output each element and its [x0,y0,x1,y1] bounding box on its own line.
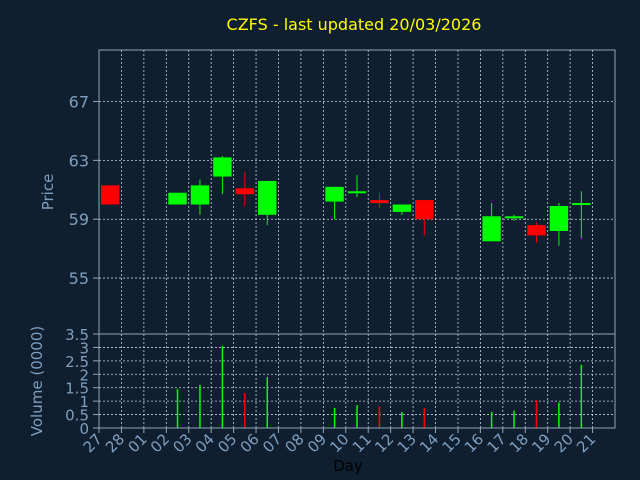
candle [190,179,210,215]
volume-grid [99,334,615,428]
candle [482,203,501,242]
volume-tick-label: 1.5 [65,380,89,398]
candle [504,214,524,221]
volume-bar [580,364,583,428]
candle-body [549,205,569,231]
volume-bar [199,385,201,428]
candle-body [504,216,524,219]
volume-bar [333,407,336,428]
candle-body [572,203,591,206]
candle-body [415,200,434,220]
candle [168,192,187,205]
candle [572,191,591,239]
x-tick-label: 21 [573,430,599,456]
volume-tick-label: 2 [79,366,89,384]
candle [258,180,277,226]
x-ticks: 2728010203040506070809101112131415161718… [80,428,599,456]
volume-bar [221,346,224,428]
candle [325,186,344,220]
candle-body [347,191,367,194]
candle-body [213,157,232,177]
volume-bar [176,389,179,428]
x-axis-label: Day [333,457,363,475]
volume-tick-label: 0 [79,420,89,438]
volume-bar [356,405,358,428]
volume-bar [401,411,403,428]
candle [213,155,232,195]
volume-bar [535,399,538,428]
price-tick-label: 63 [69,151,89,170]
volume-axis-label: Volume (0000) [28,326,46,436]
chart-title: CZFS - last updated 20/03/2026 [227,15,482,34]
price-y-ticks: 55 59 63 67 [69,93,99,288]
candle-body [392,204,412,212]
price-tick-label: 55 [69,269,89,288]
candle-body [325,186,344,202]
candle-body [482,216,501,242]
candle-body [101,185,120,205]
volume-tick-label: 3 [79,339,89,357]
volume-bars [176,346,583,428]
volume-bar [378,406,381,428]
candle [347,175,367,198]
price-grid [99,50,615,334]
candles [101,155,591,246]
candle-body [258,180,277,215]
candle [101,185,120,205]
volume-bar [244,393,246,428]
candle [415,200,434,236]
candle [235,172,255,206]
candle [527,222,546,243]
candle-body [527,225,546,236]
volume-bar [266,376,269,428]
volume-bar [423,407,426,428]
volume-panel-frame [98,333,616,429]
volume-tick-label: 0.5 [65,407,89,425]
volume-bar [513,410,515,428]
candle-body [168,192,187,205]
volume-tick-label: 3.5 [65,326,89,344]
candle [392,204,412,215]
candle-body [190,185,210,205]
candle-body [235,188,255,195]
price-tick-label: 67 [69,93,89,112]
volume-bar [490,411,493,428]
price-axis-label: Price [39,174,57,211]
candle [549,203,569,246]
volume-tick-label: 1 [79,393,89,411]
candle [370,192,389,208]
candle-body [370,200,389,204]
volume-y-ticks: 00.511.522.533.5 [65,326,99,438]
price-tick-label: 59 [69,210,89,229]
volume-tick-label: 2.5 [65,353,89,371]
volume-bar [558,402,560,428]
